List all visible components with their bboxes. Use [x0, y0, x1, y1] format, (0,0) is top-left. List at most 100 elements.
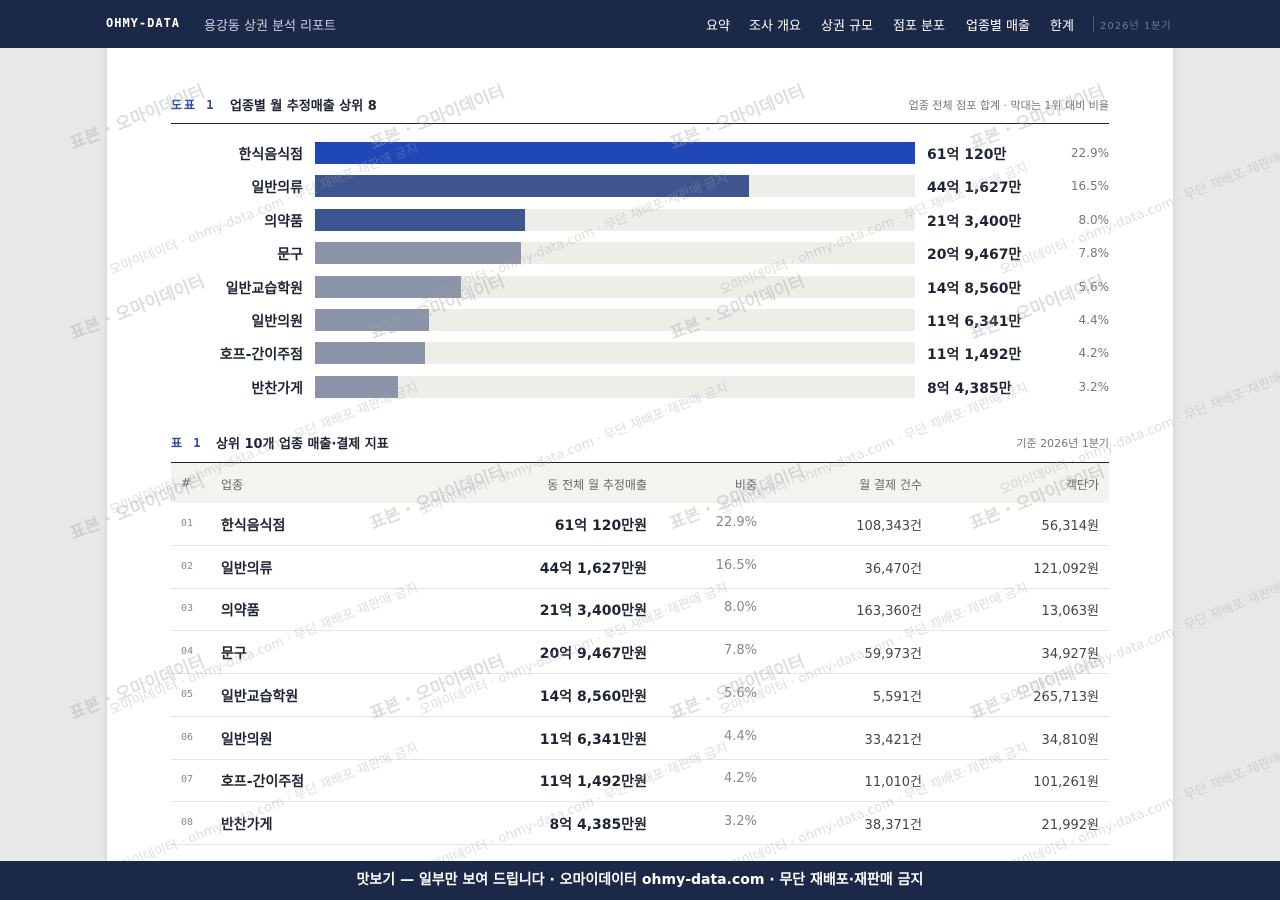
- nav-link[interactable]: 업종별 매출: [966, 19, 1030, 34]
- table-cell: 일반교습학원: [221, 688, 299, 705]
- row-divider: [171, 843, 1109, 845]
- table-cell: 일반의원: [221, 731, 273, 748]
- bar: [315, 275, 462, 298]
- bar-category: 반찬가게: [251, 380, 303, 397]
- footer-banner: 맛보기 — 일부만 보여 드립니다 · 오마이데이터 ohmy-data.com…: [0, 861, 1280, 900]
- bar-category: 일반의원: [251, 314, 303, 330]
- table-cell: 21억 3,400만원: [539, 603, 647, 620]
- bar-share: 16.5%: [1070, 179, 1109, 194]
- column-header: #: [181, 476, 192, 490]
- bar-track: [315, 275, 915, 298]
- bar-category: 호프-간이주점: [219, 347, 303, 364]
- row-divider: [171, 801, 1109, 803]
- table-cell: 03: [181, 603, 194, 615]
- report-subtitle: 용강동 상권 분석 리포트: [204, 19, 336, 34]
- table-cell: 일반의류: [221, 560, 273, 577]
- table-cell: 61억 120만원: [554, 518, 647, 534]
- bar: [315, 309, 430, 331]
- bar: [315, 142, 915, 164]
- bar-value-label: 20억 9,467만: [927, 247, 1022, 264]
- table-cell: 11억 6,341만원: [539, 731, 647, 748]
- column-header: 월 결제 건수: [859, 478, 922, 492]
- table-cell: 문구: [221, 646, 247, 663]
- table-cell: 11억 1,492만원: [539, 774, 647, 791]
- bar-track: [315, 375, 915, 398]
- bar-share: 5.6%: [1078, 279, 1110, 294]
- table-cell: 36,470건: [864, 561, 922, 577]
- nav-divider: [1093, 16, 1094, 32]
- bar-track: [315, 342, 915, 365]
- bar-category: 일반교습학원: [225, 280, 303, 297]
- bar-value-label: 8억 4,385만: [927, 380, 1012, 397]
- nav-link[interactable]: 상권 규모: [821, 19, 873, 34]
- table-cell: 한식음식점: [221, 518, 286, 534]
- nav-link[interactable]: 요약: [706, 19, 730, 34]
- nav-link[interactable]: 한계: [1050, 19, 1074, 34]
- table-cell: 의약품: [221, 603, 260, 620]
- row-divider: [171, 715, 1109, 717]
- table-cell: 02: [181, 560, 194, 572]
- bar-share: 4.2%: [1078, 346, 1110, 361]
- bar-value-label: 61억 120만: [927, 147, 1007, 163]
- bar-category: 문구: [277, 247, 303, 264]
- bar-value-label: 14억 8,560만: [927, 280, 1022, 297]
- table-cell: 56,314원: [1041, 519, 1099, 534]
- table-cell: 07: [181, 774, 194, 786]
- bar-value-label: 44억 1,627만: [927, 180, 1022, 197]
- table-cell: 16.5%: [715, 557, 757, 573]
- table-cell: 101,261원: [1033, 775, 1099, 791]
- column-header: 객단가: [1065, 478, 1099, 492]
- table-cell: 3.2%: [723, 813, 757, 829]
- brand: OHMY-DATA: [106, 16, 181, 30]
- bar: [315, 175, 750, 198]
- table-cell: 34,810원: [1041, 732, 1099, 748]
- bar-share: 8.0%: [1078, 212, 1110, 227]
- bar-share: 3.2%: [1078, 379, 1110, 394]
- bar-value-label: 21억 3,400만: [927, 213, 1022, 230]
- bar-share: 22.9%: [1070, 146, 1109, 160]
- row-divider: [171, 758, 1109, 760]
- table-cell: 20억 9,467만원: [539, 646, 647, 663]
- table-cell: 14억 8,560만원: [539, 688, 647, 705]
- table-cell: 01: [181, 518, 194, 529]
- table-cell: 04: [181, 646, 194, 658]
- table-label: 표 1: [171, 436, 203, 450]
- table-cell: 05: [181, 688, 194, 700]
- top-nav: OHMY-DATA 용강동 상권 분석 리포트 요약 조사 개요 상권 규모 점포 분포 업…: [0, 0, 1280, 48]
- row-divider: [171, 545, 1109, 546]
- table-cell: 반찬가게: [221, 816, 273, 833]
- table-cell: 21,992원: [1041, 817, 1099, 833]
- table-rule: [171, 462, 1109, 463]
- bar-value-label: 11억 1,492만: [927, 347, 1022, 364]
- table-cell: 44억 1,627만원: [539, 560, 647, 577]
- bar: [315, 375, 398, 398]
- period: 2026년 1분기: [1100, 21, 1172, 32]
- bar-share: 7.8%: [1078, 246, 1110, 261]
- nav-link[interactable]: 점포 분포: [893, 19, 945, 34]
- nav-link[interactable]: 조사 개요: [749, 19, 801, 34]
- figure-title: 업종별 월 추정매출 상위 8: [230, 99, 377, 114]
- table-cell: 8억 4,385만원: [549, 816, 647, 833]
- table-cell: 22.9%: [715, 515, 757, 530]
- table-cell: 4.4%: [723, 728, 757, 744]
- table-cell: 33,421건: [864, 732, 922, 748]
- table-cell: 34,927원: [1041, 647, 1099, 663]
- table-cell: 38,371건: [864, 817, 922, 833]
- table-cell: 08: [181, 816, 194, 828]
- bar-category: 일반의류: [251, 180, 303, 197]
- table-cell: 121,092원: [1033, 561, 1099, 577]
- table-cell: 265,713원: [1033, 689, 1099, 705]
- column-header: 업종: [221, 478, 244, 492]
- table-cell: 11,010건: [864, 775, 922, 791]
- figure-label: 도표 1: [171, 98, 216, 112]
- table-cell: 7.8%: [723, 643, 757, 659]
- bar: [315, 242, 521, 265]
- table-cell: 8.0%: [723, 600, 757, 616]
- bar-track: [315, 309, 915, 331]
- table-title: 상위 10개 업종 매출·결제 지표: [216, 437, 389, 452]
- row-divider: [171, 587, 1109, 589]
- bar-value-label: 11억 6,341만: [927, 314, 1022, 330]
- bar-share: 4.4%: [1078, 313, 1110, 327]
- table-cell: 06: [181, 731, 194, 743]
